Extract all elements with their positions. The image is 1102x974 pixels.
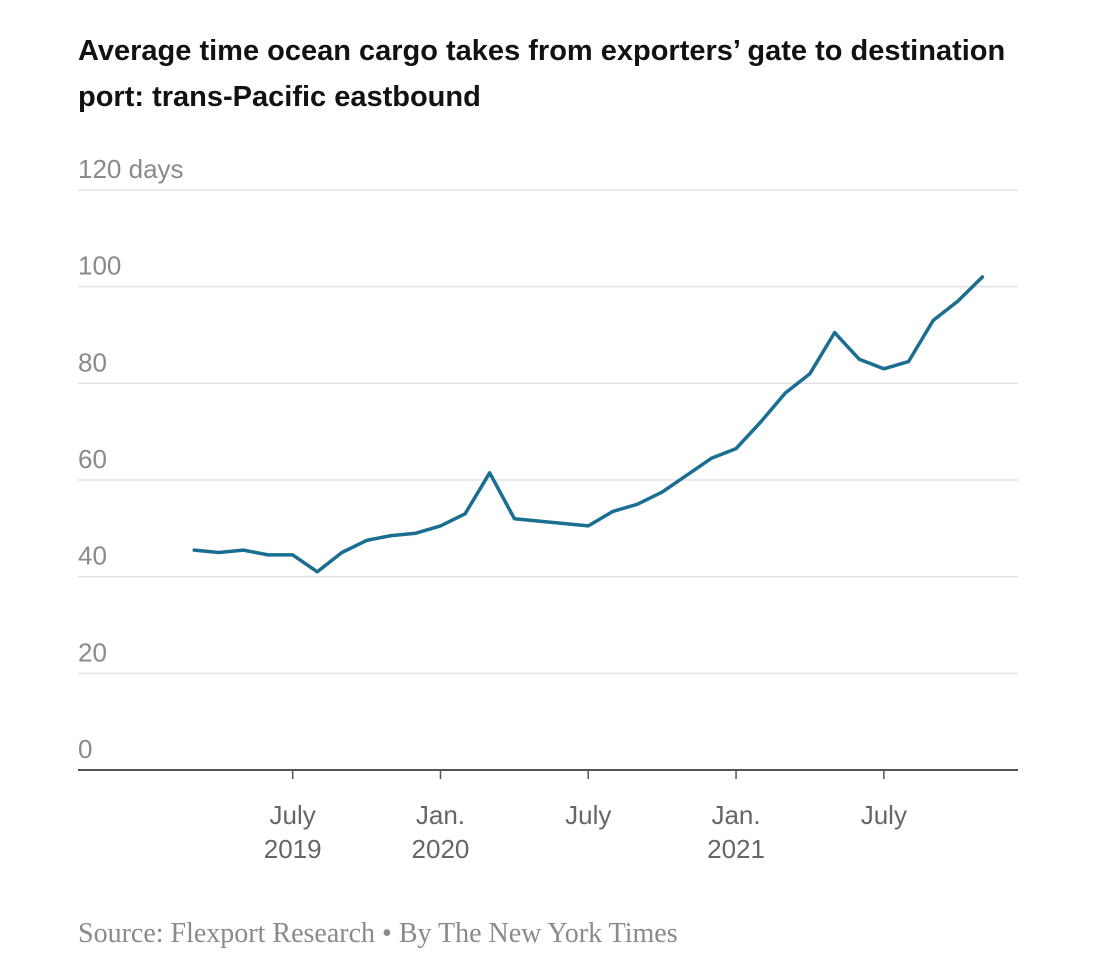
data-line xyxy=(192,275,985,574)
source: Source: Flexport Research • By The New Y… xyxy=(78,918,678,949)
y-tick-label: 80 xyxy=(78,347,107,377)
y-tick-label: 20 xyxy=(78,637,107,667)
y-tick-label: 60 xyxy=(78,444,107,474)
y-tick-label: 120 days xyxy=(78,154,184,184)
y-tick-label: 0 xyxy=(78,734,92,764)
y-tick-label: 40 xyxy=(78,541,107,571)
x-tick-label: July 2019 xyxy=(263,800,322,864)
x-tick-label: Jan. 2021 xyxy=(707,800,765,864)
chart-title: Average time ocean cargo takes from expo… xyxy=(78,35,1006,113)
y-tick-label: 100 xyxy=(78,251,121,281)
x-tick-label: July xyxy=(565,800,612,830)
x-tick-label: Jan. 2020 xyxy=(411,800,470,864)
x-tick-label: July xyxy=(860,800,907,830)
